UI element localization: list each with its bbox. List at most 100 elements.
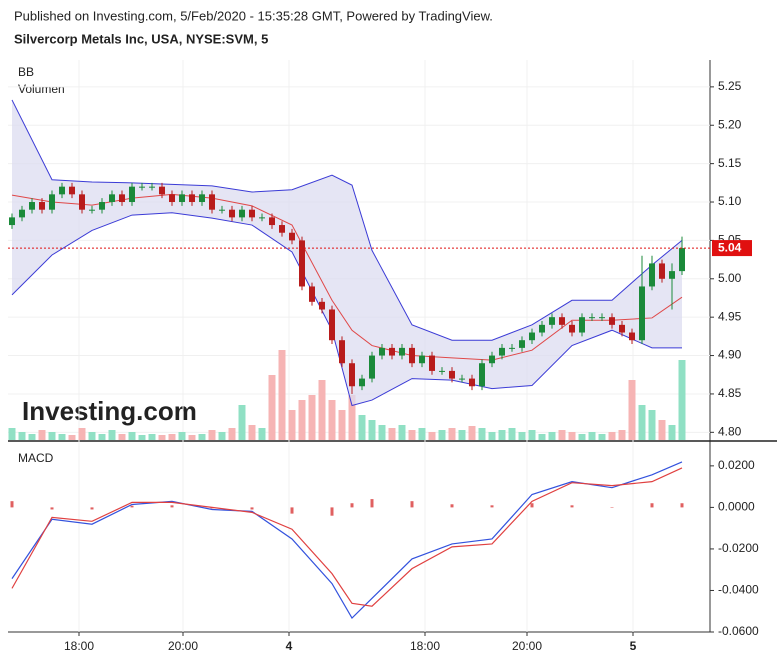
candle-body [39, 202, 45, 210]
candle-body [219, 209, 225, 211]
volume-bar [458, 430, 466, 440]
candle-body [79, 194, 85, 210]
y-tick-label: -0.0400 [718, 583, 759, 597]
x-tick-label: 18:00 [64, 639, 94, 653]
volume-bar [278, 350, 286, 440]
volume-bar [258, 428, 266, 440]
volume-bar [408, 430, 416, 440]
candle-body [209, 194, 215, 210]
volume-bar [8, 428, 16, 440]
volume-bar [108, 430, 116, 440]
macd-line [11, 461, 683, 620]
candle-body [169, 194, 175, 203]
x-tick-label: 20:00 [168, 639, 198, 653]
volume-bar [298, 400, 306, 440]
volume-bar [538, 434, 546, 440]
candle-body [139, 186, 145, 188]
candle-body [479, 363, 485, 387]
volume-bar [178, 432, 186, 440]
candle-body [569, 324, 575, 333]
candle-body [659, 263, 665, 279]
volume-bar [288, 410, 296, 440]
candle-body [259, 217, 265, 219]
candle-body [279, 225, 285, 233]
candle-body [149, 186, 155, 188]
volume-bar [28, 434, 36, 440]
volume-bar [68, 435, 76, 440]
volume-bar [648, 410, 656, 440]
candle-body [199, 194, 205, 203]
volume-bar [448, 428, 456, 440]
histogram-bar [290, 507, 294, 514]
candle-body [339, 340, 345, 364]
candle-body [349, 363, 355, 387]
histogram-bar [330, 507, 334, 516]
candle-body [509, 347, 515, 349]
y-tick-label: 5.25 [718, 79, 742, 93]
candle-body [49, 194, 55, 210]
histogram-bar [10, 501, 14, 508]
indicator-label: BB [18, 65, 34, 79]
volume-bar [498, 430, 506, 440]
candle-body [499, 347, 505, 356]
volume-bar [608, 432, 616, 440]
x-tick-label: 20:00 [512, 639, 542, 653]
candle-body [99, 202, 105, 210]
y-tick-label: 5.20 [718, 117, 742, 131]
candle-body [29, 202, 35, 210]
volume-bar [218, 432, 226, 440]
candle-body [549, 317, 555, 325]
volume-bar [18, 432, 26, 440]
y-tick-label: 4.95 [718, 309, 742, 323]
volume-bar [238, 405, 246, 440]
volume-bar [348, 395, 356, 440]
candle-body [249, 209, 255, 218]
volume-bar [248, 425, 256, 440]
volume-bar [168, 434, 176, 440]
volume-bar [378, 425, 386, 440]
candle-body [109, 194, 115, 203]
histogram-bar [90, 507, 94, 510]
volume-bar [568, 432, 576, 440]
macd-line [11, 467, 683, 607]
candle-body [359, 378, 365, 387]
candle-body [489, 355, 495, 364]
indicator-label: Volumen [18, 82, 65, 96]
candle-body [519, 340, 525, 348]
candle-body [419, 355, 425, 364]
candle-body [189, 194, 195, 203]
volume-bar [198, 434, 206, 440]
candle-body [469, 378, 475, 387]
volume-bar [38, 430, 46, 440]
volume-bar [628, 380, 636, 440]
candle-body [89, 209, 95, 211]
volume-bar [318, 380, 326, 440]
volume-bar [528, 430, 536, 440]
y-tick-label: 5.15 [718, 156, 742, 170]
y-tick-label: -0.0600 [718, 624, 759, 638]
volume-bar [488, 432, 496, 440]
candle-body [129, 186, 135, 203]
volume-bar [518, 432, 526, 440]
x-tick-label: 5 [630, 639, 637, 653]
volume-bar [398, 425, 406, 440]
volume-bar [118, 434, 126, 440]
histogram-bar [570, 505, 574, 508]
volume-bar [88, 432, 96, 440]
volume-bar [618, 430, 626, 440]
volume-bar [308, 395, 316, 440]
volume-bar [148, 434, 156, 440]
candle-body [679, 248, 685, 272]
candle-body [559, 317, 565, 325]
volume-bar [328, 400, 336, 440]
candle-body [459, 378, 465, 380]
candle-body [579, 317, 585, 333]
y-tick-label: 4.85 [718, 386, 742, 400]
histogram-bar [610, 507, 614, 508]
volume-bar [478, 428, 486, 440]
volume-bar [468, 426, 476, 440]
candle-body [449, 370, 455, 379]
candle-body [329, 309, 335, 341]
candle-body [619, 324, 625, 333]
